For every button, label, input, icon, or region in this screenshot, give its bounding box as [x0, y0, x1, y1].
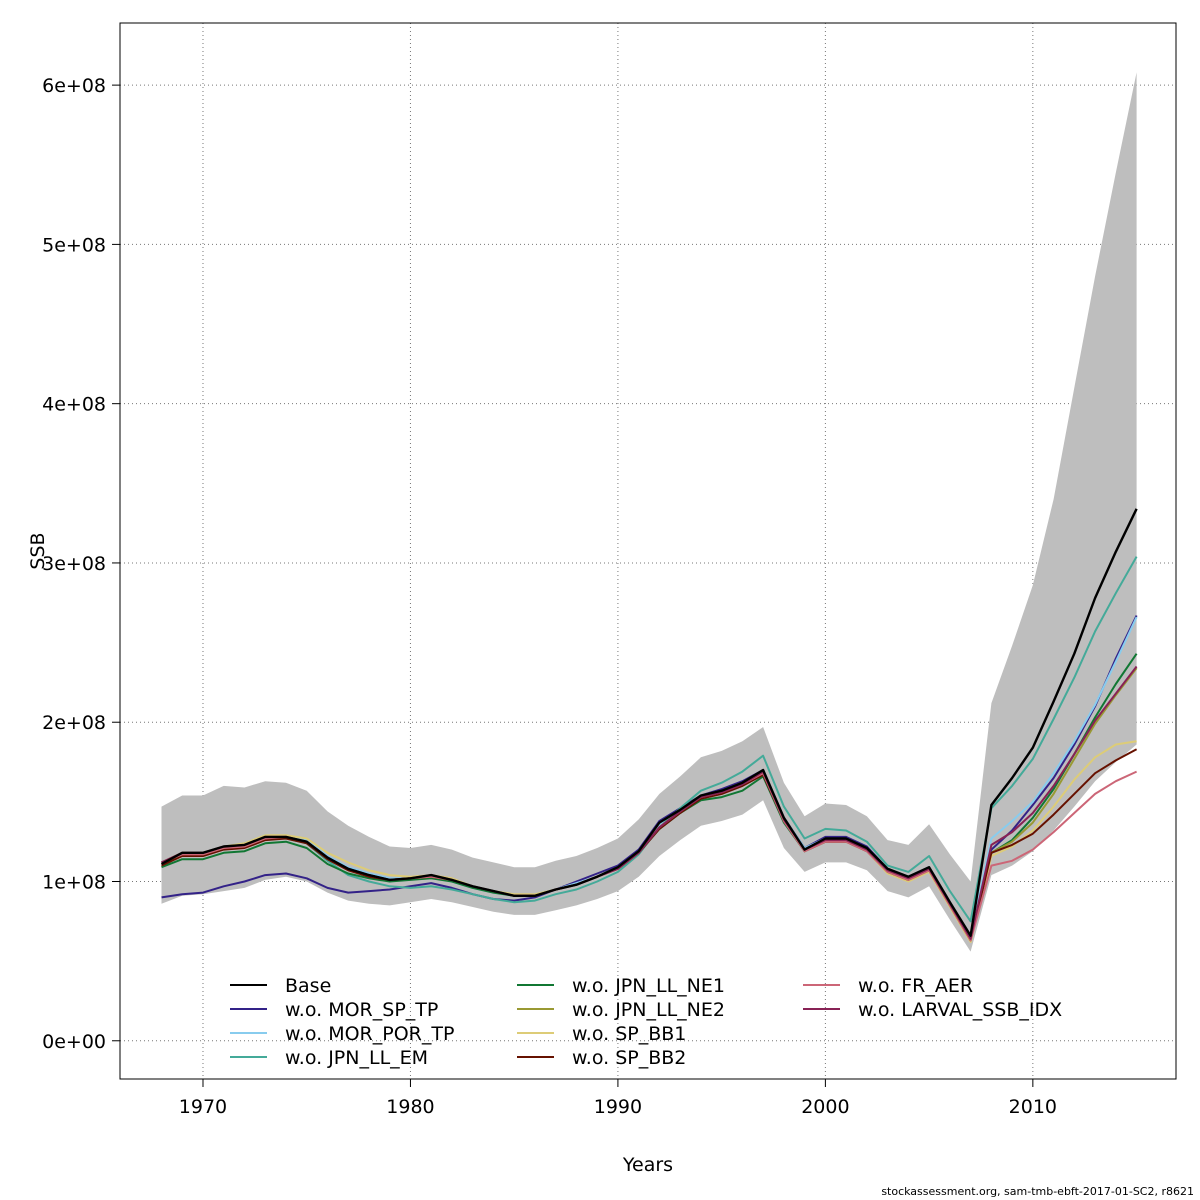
legend-label: w.o. FR_AER [858, 975, 973, 997]
legend-label: w.o. SP_BB2 [572, 1047, 686, 1069]
x-tick-label: 2010 [1009, 1096, 1057, 1118]
x-axis: 1970 1980 1990 2000 2010 [179, 1079, 1057, 1118]
y-tick-label: 3e+08 [42, 553, 106, 575]
y-axis-label: SSB [27, 532, 49, 569]
series-lines [160, 508, 1138, 943]
legend-label: w.o. MOR_SP_TP [285, 999, 438, 1021]
ci-band [161, 72, 1137, 952]
x-tick-label: 1990 [594, 1096, 642, 1118]
x-tick-label: 1980 [386, 1096, 434, 1118]
legend-label: Base [285, 975, 331, 997]
plot-frame [119, 22, 1177, 1080]
footer-credit: stockassessment.org, sam-tmb-ebft-2017-0… [881, 1185, 1194, 1198]
y-tick-label: 2e+08 [42, 712, 106, 734]
confidence-band [161, 72, 1137, 952]
legend-label: w.o. LARVAL_SSB_IDX [858, 999, 1062, 1021]
series-line [160, 508, 1138, 937]
legend-label: w.o. JPN_LL_EM [285, 1047, 428, 1069]
legend-label: w.o. JPN_LL_NE1 [572, 975, 725, 997]
y-axis: 0e+00 1e+08 2e+08 3e+08 4e+08 5e+08 6e+08 [42, 75, 120, 1053]
x-tick-label: 2000 [801, 1096, 849, 1118]
y-tick-label: 5e+08 [42, 234, 106, 256]
y-tick-label: 6e+08 [42, 75, 106, 97]
y-tick-label: 1e+08 [42, 871, 106, 893]
legend-label: w.o. JPN_LL_NE2 [572, 999, 725, 1021]
x-tick-label: 1970 [179, 1096, 227, 1118]
legend-label: w.o. MOR_POR_TP [285, 1023, 454, 1045]
y-tick-label: 4e+08 [42, 394, 106, 416]
legend-label: w.o. SP_BB1 [572, 1023, 686, 1045]
y-tick-label: 0e+00 [42, 1031, 106, 1053]
x-axis-label: Years [622, 1154, 673, 1176]
grid-lines [120, 23, 1176, 1079]
